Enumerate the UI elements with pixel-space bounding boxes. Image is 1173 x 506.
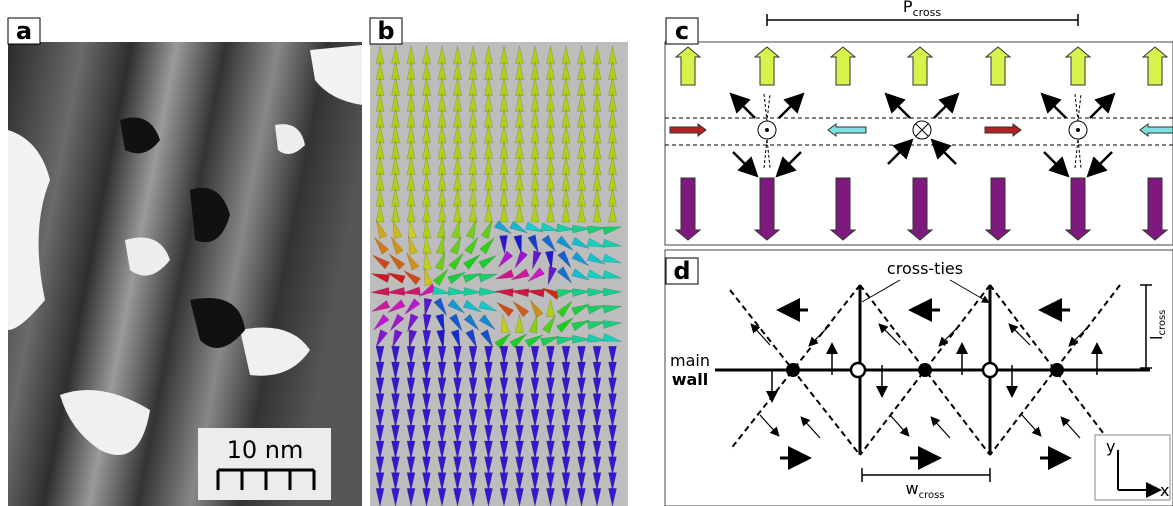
page: 10 nm a b Pcross c cross-ties main wall …	[0, 0, 1173, 506]
vortex	[918, 363, 932, 377]
panel-label: d	[673, 257, 690, 285]
panel-label: c	[675, 17, 689, 45]
width: w	[905, 479, 918, 498]
axis-y: y	[1106, 437, 1115, 456]
period-sub: cross	[913, 6, 942, 19]
panel-a: 10 nm a	[8, 17, 362, 506]
period: P	[903, 0, 913, 16]
cross-ties-label: cross-ties	[887, 259, 963, 278]
axis-x: x	[1160, 481, 1169, 500]
dot	[765, 128, 769, 132]
length-sub: cross	[1157, 310, 1168, 336]
period-label: Pcross	[903, 0, 941, 19]
dot	[1076, 128, 1080, 132]
panel-b: b	[370, 17, 628, 506]
vortex	[1050, 363, 1064, 377]
main-label: main	[670, 351, 710, 370]
figure: 10 nm a b Pcross c cross-ties main wall …	[0, 0, 1173, 506]
antivortex	[851, 363, 865, 377]
panel-label: b	[377, 17, 394, 45]
panel-label: a	[16, 17, 32, 45]
scale-label: 10 nm	[227, 436, 304, 464]
width-sub: cross	[919, 490, 945, 501]
antivortex	[983, 363, 997, 377]
panel-c: Pcross c	[665, 0, 1173, 245]
wall-label: wall	[672, 370, 709, 389]
panel-d: cross-ties main wall lcross wcross y x d	[665, 250, 1173, 506]
vortex	[786, 363, 800, 377]
